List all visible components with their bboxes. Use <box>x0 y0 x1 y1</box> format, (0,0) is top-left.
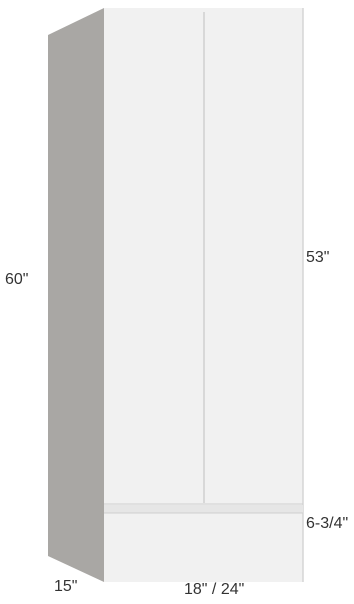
width-label: 18" / 24" <box>184 581 244 598</box>
door-height-label: 53" <box>306 249 329 266</box>
height-label: 60" <box>5 271 28 288</box>
depth-label: 15" <box>54 578 77 595</box>
cabinet-side <box>48 8 104 582</box>
drawer-gap <box>104 505 303 513</box>
drawer-height-label: 6-3/4" <box>306 515 348 532</box>
